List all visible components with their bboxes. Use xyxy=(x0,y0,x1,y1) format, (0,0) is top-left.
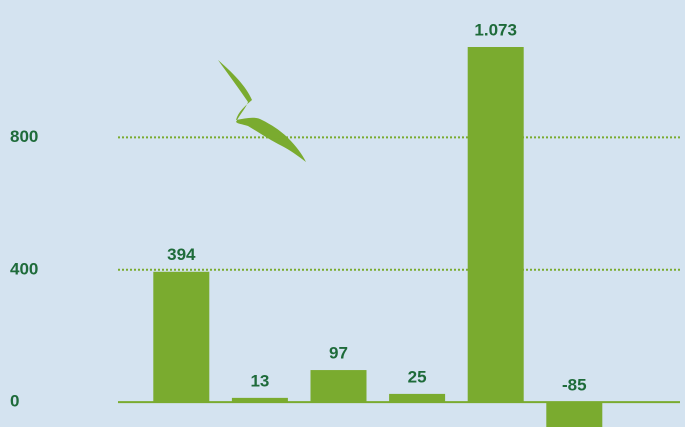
value-label: 1.073 xyxy=(474,20,517,39)
bar xyxy=(467,47,524,403)
value-label: 13 xyxy=(250,371,269,390)
value-label: 25 xyxy=(408,367,427,386)
bar xyxy=(153,271,210,403)
y-tick-label: 800 xyxy=(10,127,38,146)
bar xyxy=(231,397,288,403)
bar xyxy=(310,370,367,403)
value-label: 97 xyxy=(329,344,348,363)
value-label: 394 xyxy=(167,245,196,264)
value-label: -85 xyxy=(562,376,587,395)
bar xyxy=(546,402,603,427)
bar xyxy=(389,393,446,403)
y-tick-label: 400 xyxy=(10,259,38,278)
y-tick-label: 0 xyxy=(10,392,19,411)
